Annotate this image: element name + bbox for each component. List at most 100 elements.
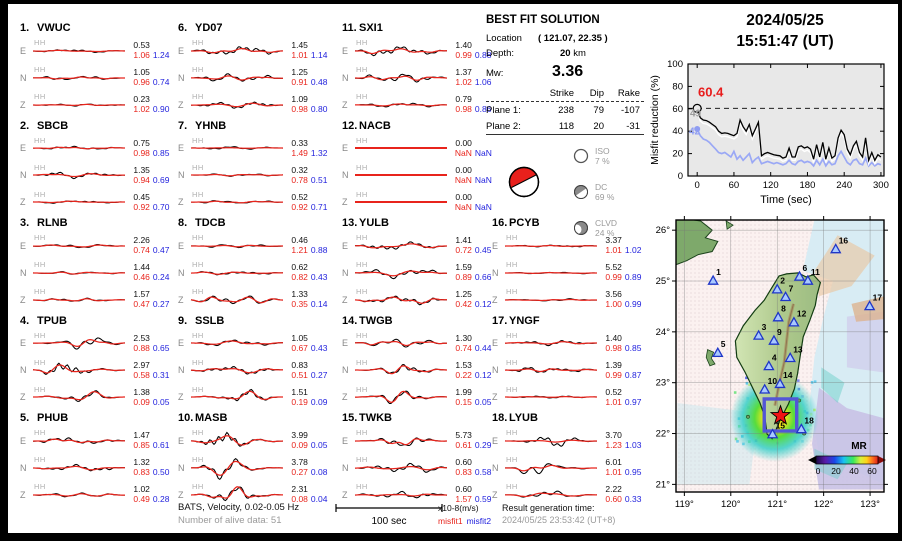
svg-text:0: 0: [695, 180, 700, 191]
amplitude-value: 0.45: [133, 191, 150, 202]
mw-label: Mw:: [486, 68, 504, 79]
misfit2-value: 0.66: [474, 272, 492, 282]
channel-label: HH: [34, 330, 46, 340]
channel-label: HH: [34, 162, 46, 172]
waveform-plot: [190, 45, 284, 55]
station-marker-1: [707, 274, 719, 285]
trace-values: 1.35 0.94 0.69: [127, 164, 172, 185]
svg-text:60: 60: [867, 466, 877, 476]
trace-values: 0.52 1.01 0.97: [599, 387, 644, 407]
misfit2-value: 0.12: [474, 369, 492, 380]
channel-label: HH: [356, 135, 368, 145]
misfit1-value: 0.22: [455, 369, 472, 380]
waveform-plot: [505, 271, 597, 274]
component-label: E: [342, 45, 349, 56]
trace-row-PCYB-Z: Z HH 3.56 1.00 0.99: [492, 286, 644, 313]
component-label: N: [20, 267, 27, 278]
amplitude-value: 1.41: [455, 235, 472, 245]
channel-label: HH: [192, 455, 204, 464]
svg-text:20: 20: [831, 466, 841, 476]
channel-label: HH: [192, 384, 204, 394]
misfit1-value: 1.57: [455, 494, 472, 504]
station-marker-8: [772, 311, 784, 322]
amplitude-value: 3.70: [605, 430, 622, 440]
component-label: Z: [20, 294, 26, 305]
trace-values: 0.75 0.98 0.85: [127, 137, 172, 158]
trace-row-YNGF-N: N HH 1.39 0.99 0.87: [492, 357, 644, 384]
component-label: E: [178, 45, 185, 56]
component-label: Z: [342, 294, 348, 305]
channel-label: HH: [192, 233, 204, 242]
trace-row-MASB-E: E HH 3.99 0.09 0.05: [178, 427, 330, 454]
trace-values: 0.60 1.57 0.59: [449, 485, 494, 505]
component-label: Z: [492, 489, 498, 500]
misfit2-value: 0.99: [624, 299, 642, 309]
amplitude-value: 1.35: [133, 164, 150, 175]
misfit1-value: 0.78: [291, 174, 308, 185]
channel-label: HH: [192, 287, 204, 296]
station-marker-17: [863, 300, 876, 311]
station-block-TWKB: 15. TWKB E HH 5.73 0.61 0.29 N HH 0.60 0.83 0.58 Z HH…: [342, 412, 494, 509]
station-marker-11: [802, 274, 814, 285]
misfit1-value: 1.01: [605, 245, 622, 255]
channel-label: HH: [34, 384, 46, 394]
waveform-plot: [33, 337, 126, 350]
misfit1-value: NaN: [454, 174, 472, 185]
trace-row-TWKB-N: N HH 0.60 0.83 0.58: [342, 454, 494, 481]
component-label: E: [342, 240, 349, 251]
trace-row-YHNB-N: N HH 0.32 0.78 0.51: [178, 162, 330, 189]
svg-text:60: 60: [672, 104, 683, 115]
component-label: Z: [178, 489, 184, 500]
misfit2-value: 0.48: [310, 77, 328, 87]
amplitude-value: 0.75: [133, 137, 150, 148]
waveform-plot: [33, 390, 125, 402]
misfit2-value: 0.47: [152, 245, 170, 255]
svg-text:1: 1: [716, 267, 721, 277]
station-name: 2. SBCB: [20, 119, 69, 132]
component-label: E: [492, 240, 499, 251]
misfit1-value: NaN: [454, 201, 472, 212]
trace-row-SXI1-N: N HH 1.37 1.02 1.06: [342, 64, 494, 91]
waveform-plot: [190, 366, 283, 375]
misfit1-value: 1.01: [291, 50, 308, 60]
amplitude-units-label: x10-8(m/s): [438, 503, 479, 513]
svg-text:17: 17: [873, 292, 883, 302]
svg-text:24°: 24°: [656, 327, 671, 338]
trace-values: 1.57 0.47 0.27: [127, 290, 172, 310]
trace-row-SSLB-Z: Z HH 1.51 0.19 0.09: [178, 384, 330, 411]
component-label: N: [492, 462, 499, 473]
waveform-plot: [191, 200, 284, 204]
component-label: Z: [342, 489, 348, 500]
channel-label: HH: [34, 482, 46, 491]
station-block-LYUB: 18. LYUB E HH 3.70 1.23 1.03 N HH 6.01 1.01 0.95 Z HH…: [492, 412, 644, 509]
amplitude-value: 0.83: [291, 359, 308, 370]
amplitude-value: 1.53: [455, 359, 472, 370]
component-label: E: [20, 240, 27, 251]
svg-text:0: 0: [816, 466, 821, 476]
trace-row-YHNB-E: E HH 0.33 1.49 1.32: [178, 135, 330, 162]
misfit2-value: 0.29: [474, 440, 492, 450]
station-name: 16. PCYB: [492, 217, 540, 229]
waveform-plot: [32, 103, 125, 107]
amplitude-value: 1.32: [133, 457, 150, 467]
waveform-plot: [504, 367, 598, 373]
channel-label: HH: [506, 260, 518, 269]
misfit1-value: 0.49: [133, 494, 150, 504]
misfit1-value: 0.98: [291, 104, 308, 114]
clvd-ball-icon: [574, 221, 588, 235]
station-name: 14. TWGB: [342, 314, 393, 327]
station-marker-7: [779, 290, 792, 302]
waveform-plot: [190, 270, 284, 275]
plane2-row: Plane 2: 118 20 -31: [486, 120, 640, 132]
svg-text:60: 60: [729, 180, 740, 191]
trace-values: 0.33 1.49 1.32: [285, 138, 330, 158]
trace-values: 0.83 0.51 0.27: [285, 359, 330, 380]
svg-text:119°: 119°: [675, 499, 694, 510]
component-label: N: [342, 365, 349, 375]
station-name: 18. LYUB: [492, 412, 538, 424]
origin-date: 2024/05/25: [746, 12, 824, 29]
misfit1-value: 0.58: [133, 369, 150, 380]
result-time-label: Result generation time:: [502, 503, 595, 513]
trace-values: 0.53 1.06 1.24: [127, 41, 172, 61]
trace-row-YD07-E: E HH 1.45 1.01 1.14: [178, 37, 330, 64]
